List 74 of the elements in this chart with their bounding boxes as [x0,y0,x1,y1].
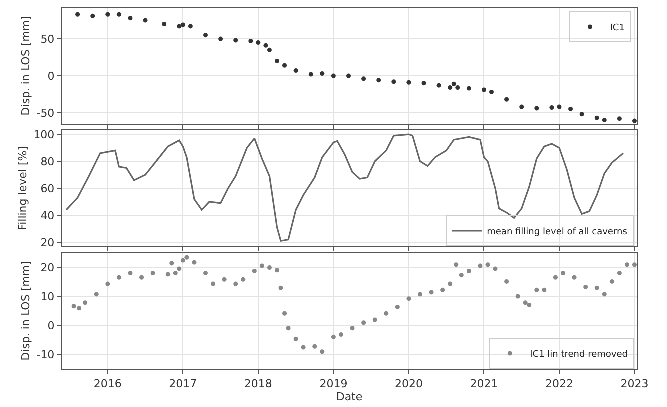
point [320,72,325,76]
x-axis-title: Date [336,390,363,404]
y-axis-title: Filling level [%] [16,146,30,230]
y-tick-label: 100 [34,128,55,142]
y-axis-title: Disp. in LOS [mm] [19,16,32,116]
point [76,12,80,17]
x-tick-label: 2017 [169,377,198,390]
point [267,48,272,52]
point [143,18,148,23]
point [275,58,280,64]
legend-label: IC1 lin trend removed [530,350,628,360]
point [294,68,298,74]
y-tick-label: 10 [40,290,55,304]
point [568,106,574,112]
point [550,106,554,110]
x-tick-label: 2023 [620,377,649,390]
point [602,118,607,123]
point [106,12,110,17]
point [362,76,366,82]
point [594,116,600,120]
point [308,72,314,77]
point [128,16,133,21]
point [534,106,540,111]
point [116,12,122,17]
point [282,63,288,68]
point [90,14,96,18]
y-tick-label: 60 [40,182,55,196]
y-tick-label: 0 [48,319,55,332]
y-tick-label: 40 [40,209,55,222]
legend-label: IC1 [610,23,625,34]
point [456,86,460,90]
point [520,104,524,110]
point [204,33,208,38]
point [557,104,562,110]
point [580,112,584,117]
point [436,83,442,88]
y-tick-label: 20 [40,261,55,274]
point [376,78,382,83]
point [346,74,351,78]
point [489,90,494,94]
y-tick-label: 20 [40,236,55,250]
point [218,36,224,42]
point [422,81,426,86]
point [188,24,193,29]
point [234,38,238,43]
point [162,22,167,26]
point [248,39,254,44]
y-tick-label: -50 [36,106,55,120]
y-axis-title: Disp. in LOS [mm] [19,261,32,361]
x-tick-label: 2020 [394,377,423,390]
point [466,86,472,91]
y-tick-label: 80 [40,155,55,168]
point [177,24,182,29]
y-tick-label: 50 [40,32,55,46]
point [406,80,412,85]
point [256,40,261,45]
x-tick-label: 2021 [470,377,498,390]
x-tick-label: 2016 [94,377,122,390]
point [452,82,456,86]
point [331,74,336,78]
point [392,80,396,84]
x-tick-label: 2019 [320,377,348,390]
point [617,116,622,122]
point [448,86,453,90]
point [180,22,186,28]
y-tick-label: -10 [36,348,55,362]
x-tick-label: 2018 [244,377,272,390]
y-tick-label: 0 [48,70,55,83]
point [264,43,268,48]
point [504,97,510,102]
legend-label: mean filling level of all caverns [487,228,628,238]
point [482,88,486,92]
point [632,118,637,124]
x-tick-label: 2022 [545,377,574,390]
